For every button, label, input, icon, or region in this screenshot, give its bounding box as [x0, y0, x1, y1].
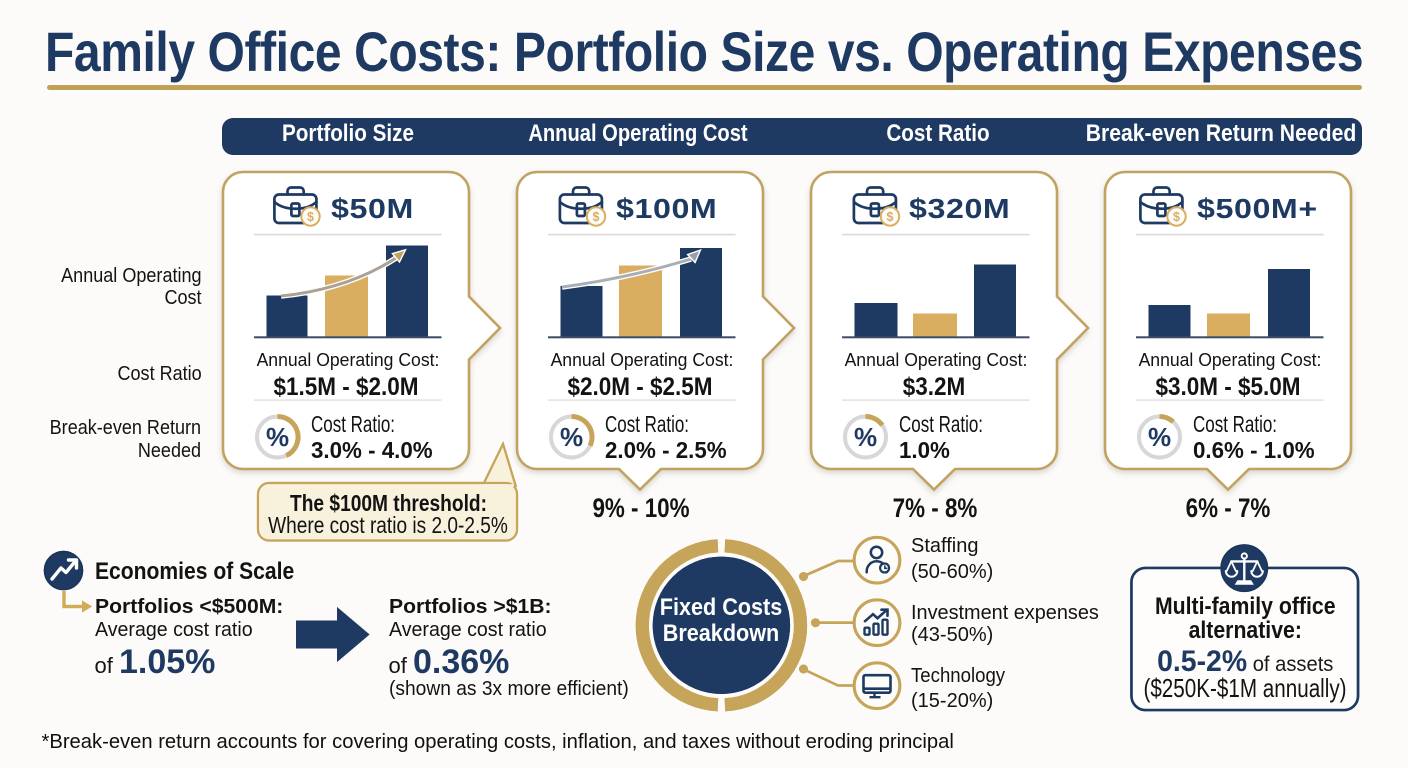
svg-text:$: $ [887, 210, 894, 224]
svg-text:$: $ [307, 210, 314, 224]
svg-text:$: $ [593, 210, 600, 224]
svg-text:%: % [266, 422, 289, 452]
svg-text:%: % [854, 422, 877, 452]
svg-text:%: % [1148, 422, 1171, 452]
svg-text:%: % [560, 422, 583, 452]
svg-text:$: $ [1173, 210, 1180, 224]
